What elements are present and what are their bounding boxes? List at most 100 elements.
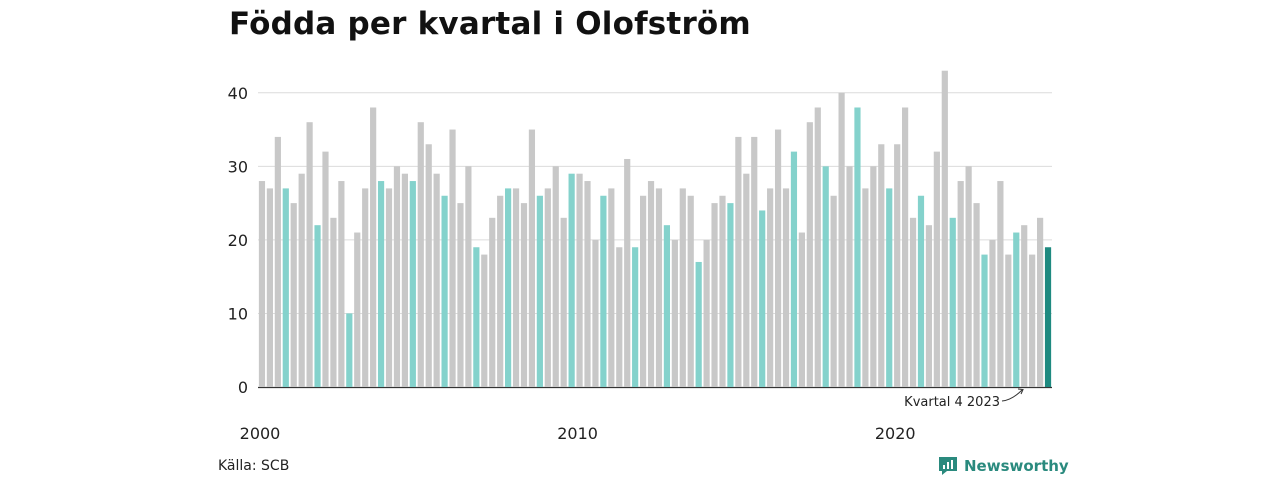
bar xyxy=(512,188,520,387)
y-tick-label: 30 xyxy=(228,157,248,176)
bar xyxy=(743,173,750,387)
bar xyxy=(497,195,504,387)
bar xyxy=(457,203,464,387)
bar xyxy=(1044,247,1052,387)
y-tick-label: 40 xyxy=(228,84,248,103)
bar xyxy=(949,217,956,387)
x-axis-ticks: 2000 2010 2020 xyxy=(240,424,916,443)
bar xyxy=(759,210,766,387)
bar xyxy=(917,195,925,387)
bar xyxy=(608,188,615,387)
bar xyxy=(544,188,551,387)
bar xyxy=(814,107,821,387)
bar xyxy=(489,217,496,387)
bar xyxy=(719,195,726,387)
bar xyxy=(624,158,631,387)
annotation-label: Kvartal 4 2023 xyxy=(904,395,1000,410)
bar xyxy=(767,188,774,387)
source-label: Källa: SCB xyxy=(218,458,290,474)
bar xyxy=(854,107,861,387)
bar xyxy=(687,195,694,387)
bar xyxy=(306,122,313,387)
bar xyxy=(790,151,798,387)
bar xyxy=(417,122,424,387)
x-tick-label: 2000 xyxy=(240,424,281,443)
bar xyxy=(957,181,964,387)
bar xyxy=(973,203,980,387)
bar xyxy=(782,188,790,387)
newsworthy-logo: Newsworthy xyxy=(938,456,1069,476)
bar xyxy=(679,188,686,387)
bar xyxy=(370,107,377,387)
bar xyxy=(385,188,393,387)
bar xyxy=(774,129,782,388)
bar xyxy=(902,107,909,387)
bar xyxy=(505,188,512,387)
chart-title: Födda per kvartal i Olofström xyxy=(229,6,751,42)
bar xyxy=(258,181,266,387)
bar xyxy=(830,195,837,387)
bar xyxy=(703,239,710,387)
bar xyxy=(592,239,599,387)
bar xyxy=(433,173,440,387)
bar xyxy=(346,313,353,387)
y-tick-label: 10 xyxy=(228,304,248,323)
bar xyxy=(671,239,678,387)
bar xyxy=(536,195,543,387)
bar xyxy=(1029,254,1036,387)
bar xyxy=(981,254,988,387)
bar xyxy=(870,166,877,387)
bar xyxy=(274,136,281,387)
bar xyxy=(846,166,853,387)
bar xyxy=(822,166,829,387)
bar xyxy=(290,203,297,387)
bar xyxy=(1021,225,1028,387)
bar xyxy=(695,261,702,387)
bar xyxy=(798,232,805,387)
bar xyxy=(401,173,408,387)
bar xyxy=(909,217,917,387)
bar xyxy=(616,247,623,387)
bars xyxy=(258,70,1052,388)
bar xyxy=(441,195,448,387)
bar xyxy=(330,217,337,387)
bar xyxy=(965,166,972,387)
bar xyxy=(338,181,345,387)
bar xyxy=(560,217,567,387)
y-tick-label: 0 xyxy=(238,378,248,397)
annotation-arrowhead xyxy=(1017,388,1024,395)
bar xyxy=(481,254,488,387)
bar xyxy=(989,239,996,387)
bar xyxy=(298,173,305,387)
bar xyxy=(282,188,289,387)
bar xyxy=(886,188,893,387)
bar xyxy=(354,232,361,387)
logo-icon xyxy=(939,457,957,475)
bar xyxy=(632,247,639,387)
bar xyxy=(1013,232,1020,387)
bar xyxy=(1005,254,1012,387)
gridlines xyxy=(258,92,1052,389)
bar xyxy=(655,188,663,387)
bar xyxy=(314,225,321,387)
bar xyxy=(552,166,559,387)
bar xyxy=(751,136,758,387)
bar xyxy=(425,144,432,387)
bar xyxy=(933,151,940,387)
y-axis-ticks: 0 10 20 30 40 xyxy=(228,84,248,397)
bar xyxy=(806,122,813,387)
bar xyxy=(727,203,734,387)
bar xyxy=(409,181,416,387)
bar xyxy=(878,144,885,387)
annotation-arrow xyxy=(1001,389,1023,402)
bar xyxy=(568,173,575,387)
bar xyxy=(711,203,718,387)
x-tick-label: 2020 xyxy=(875,424,916,443)
bar xyxy=(639,195,647,387)
bar xyxy=(925,225,933,387)
brand-name: Newsworthy xyxy=(964,457,1069,475)
bar xyxy=(377,181,385,387)
bar xyxy=(473,247,480,387)
bar xyxy=(838,92,845,388)
bar xyxy=(894,144,901,387)
